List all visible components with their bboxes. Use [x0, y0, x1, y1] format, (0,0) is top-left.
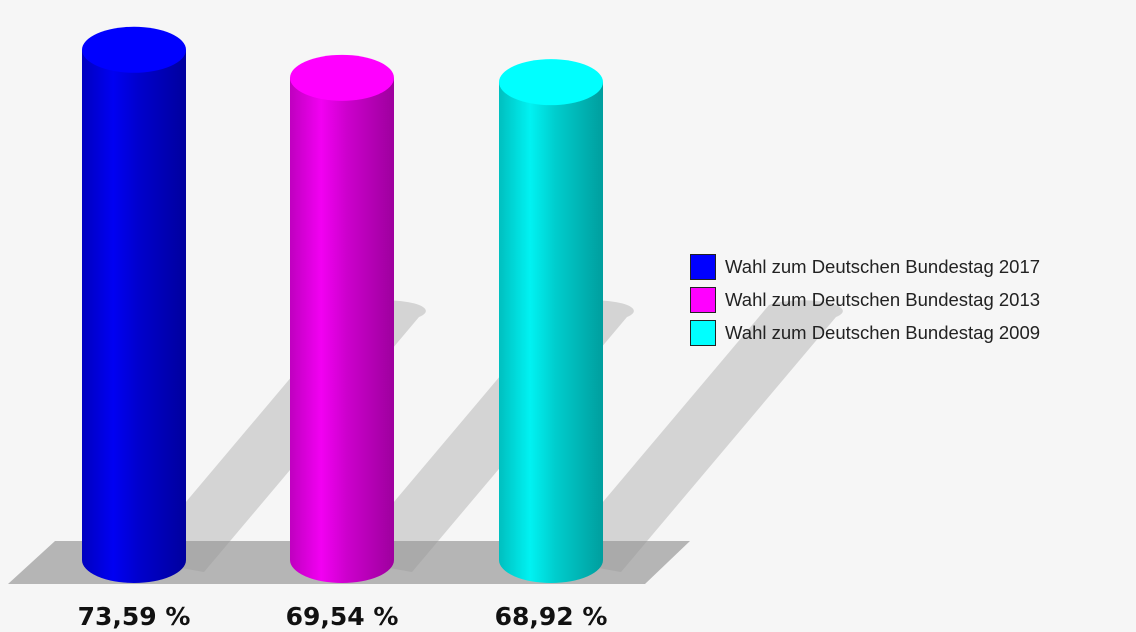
legend-swatch: [690, 253, 716, 280]
legend-swatch: [690, 319, 716, 346]
legend-item: Wahl zum Deutschen Bundestag 2013: [690, 283, 1040, 316]
value-label: 69,54 %: [286, 602, 399, 631]
value-label: 73,59 %: [78, 602, 191, 631]
bar-shadow: [554, 300, 843, 572]
legend-label: Wahl zum Deutschen Bundestag 2013: [725, 288, 1041, 310]
bars: [82, 26, 603, 583]
value-label: 68,92 %: [495, 602, 608, 631]
bar-top: [290, 54, 394, 101]
chart-legend: Wahl zum Deutschen Bundestag 2017 Wahl z…: [690, 250, 1040, 349]
legend-label: Wahl zum Deutschen Bundestag 2009: [725, 321, 1041, 343]
legend-item: Wahl zum Deutschen Bundestag 2017: [690, 250, 1040, 283]
bar-top: [82, 26, 186, 73]
legend-label: Wahl zum Deutschen Bundestag 2017: [725, 255, 1041, 277]
bar-body: [290, 77, 394, 583]
bar-body: [82, 49, 186, 583]
legend-swatch: [690, 286, 716, 313]
legend-item: Wahl zum Deutschen Bundestag 2009: [690, 316, 1040, 349]
value-labels: 73,59 % 69,54 % 68,92 %: [78, 602, 608, 631]
bar-top: [499, 59, 603, 106]
bar-body: [499, 82, 603, 583]
